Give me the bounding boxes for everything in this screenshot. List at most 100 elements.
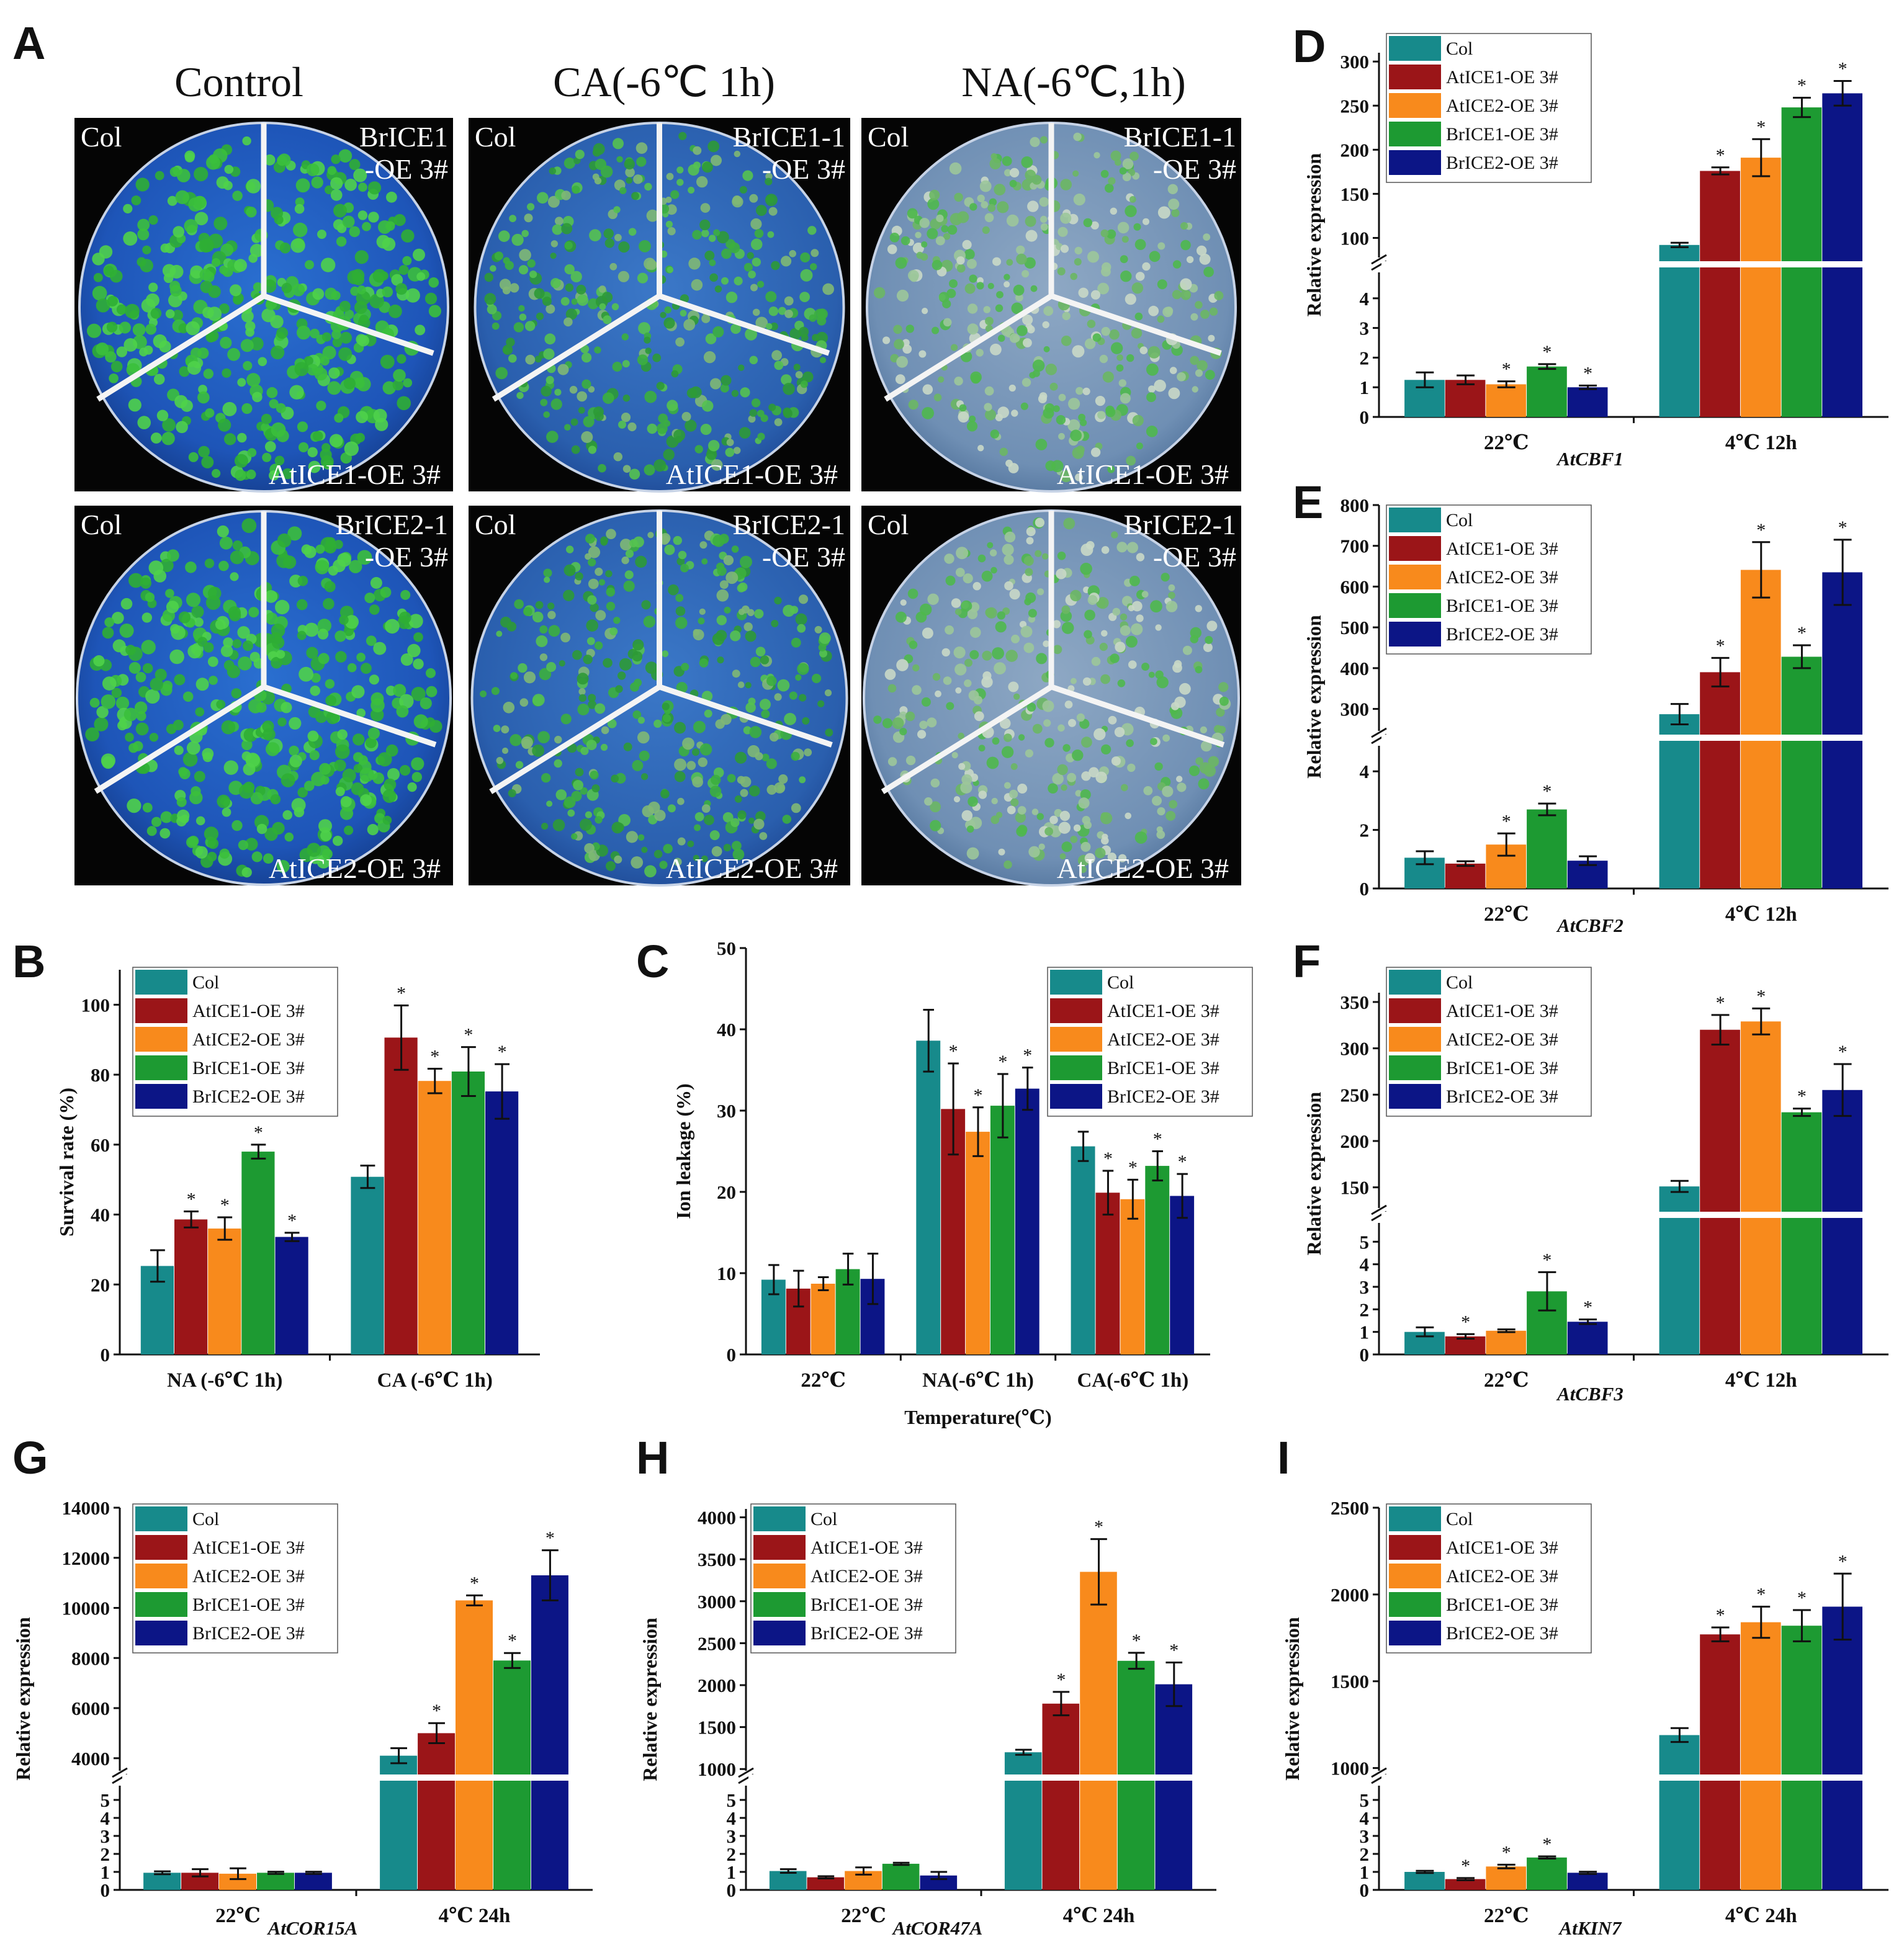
seedling-mark bbox=[705, 333, 717, 344]
seedling-mark bbox=[335, 744, 350, 759]
seedling-mark bbox=[325, 287, 337, 300]
seedling-mark bbox=[1070, 678, 1077, 684]
seedling-mark bbox=[510, 283, 519, 293]
legend-label: Col bbox=[1446, 1509, 1473, 1529]
seedling-mark bbox=[87, 323, 102, 338]
seedling-mark bbox=[400, 653, 413, 666]
seedling-mark bbox=[270, 794, 281, 805]
seedling-mark bbox=[1070, 429, 1082, 442]
seedling-mark bbox=[550, 398, 562, 410]
seedling-mark bbox=[279, 242, 291, 254]
seedling-mark bbox=[116, 304, 127, 315]
seedling-mark bbox=[894, 339, 904, 350]
seedling-mark bbox=[987, 204, 996, 212]
seedling-mark bbox=[555, 789, 567, 800]
seedling-mark bbox=[1006, 259, 1013, 266]
seedling-mark bbox=[896, 356, 908, 368]
seedling-mark bbox=[818, 643, 827, 651]
seedling-mark bbox=[749, 726, 762, 738]
legend-swatch bbox=[135, 1621, 187, 1645]
seedling-mark bbox=[1121, 236, 1129, 243]
seedling-mark bbox=[576, 284, 586, 295]
seedling-mark bbox=[663, 449, 675, 460]
seedling-mark bbox=[1205, 636, 1213, 644]
seedling-mark bbox=[131, 195, 141, 205]
y-tick-label: 1 bbox=[101, 1861, 110, 1883]
seedling-mark bbox=[1136, 553, 1145, 562]
legend-label: Col bbox=[1107, 972, 1134, 993]
seedling-mark bbox=[578, 694, 586, 702]
seedling-mark bbox=[956, 264, 966, 273]
seedling-mark bbox=[362, 222, 371, 231]
seedling-mark bbox=[761, 753, 770, 762]
bar bbox=[811, 1284, 835, 1354]
seedling-mark bbox=[1152, 795, 1162, 806]
seedling-mark bbox=[213, 217, 228, 231]
seedling-mark bbox=[621, 413, 631, 423]
seedling-mark bbox=[966, 259, 977, 269]
seedling-mark bbox=[245, 838, 258, 851]
bar bbox=[1740, 158, 1781, 417]
seedling-mark bbox=[1164, 307, 1174, 315]
seedling-mark bbox=[951, 598, 961, 608]
seedling-mark bbox=[1150, 600, 1162, 613]
seedling-mark bbox=[89, 697, 100, 708]
seedling-mark bbox=[385, 744, 398, 757]
seedling-mark bbox=[541, 823, 549, 830]
y-tick-label: 250 bbox=[1340, 1084, 1370, 1106]
seedling-mark bbox=[795, 371, 803, 378]
seedling-mark bbox=[631, 192, 639, 200]
seedling-mark bbox=[688, 257, 701, 270]
seedling-mark bbox=[1058, 821, 1071, 834]
seedling-mark bbox=[630, 682, 640, 692]
seedling-mark bbox=[707, 140, 720, 153]
seedling-mark bbox=[732, 848, 745, 861]
seedling-mark bbox=[571, 445, 580, 454]
seedling-mark bbox=[644, 464, 655, 476]
seedling-mark bbox=[1011, 409, 1018, 417]
seedling-mark bbox=[204, 826, 218, 841]
y-tick-label: 40 bbox=[91, 1204, 110, 1226]
seedling-mark bbox=[927, 593, 939, 605]
significance-star: * bbox=[1542, 1834, 1551, 1855]
seedling-mark bbox=[738, 364, 745, 371]
seedling-mark bbox=[631, 856, 644, 869]
seedling-mark bbox=[789, 250, 796, 257]
seedling-mark bbox=[230, 550, 244, 565]
seedling-mark bbox=[532, 611, 544, 623]
seedling-mark bbox=[704, 250, 715, 261]
seedling-mark bbox=[966, 421, 978, 432]
seedling-mark bbox=[321, 257, 336, 272]
seedling-mark bbox=[197, 347, 209, 359]
seedling-mark bbox=[638, 322, 650, 334]
seedling-mark bbox=[318, 653, 330, 665]
seedling-mark bbox=[1059, 853, 1066, 860]
legend-swatch bbox=[1389, 93, 1441, 118]
seedling-mark bbox=[996, 291, 1004, 298]
seedling-mark bbox=[799, 694, 807, 702]
legend-label: AtICE1-OE 3# bbox=[1107, 1001, 1219, 1021]
seedling-mark bbox=[915, 231, 922, 238]
seedling-mark bbox=[635, 555, 647, 568]
seedling-mark bbox=[572, 186, 580, 194]
seedling-mark bbox=[293, 222, 308, 238]
seedling-mark bbox=[598, 285, 606, 293]
seedling-mark bbox=[274, 455, 285, 466]
plate-label-top-right-line2: -OE 3# bbox=[1153, 153, 1236, 185]
seedling-mark bbox=[1061, 784, 1067, 791]
seedling-mark bbox=[509, 215, 516, 223]
axis-break-band bbox=[1381, 1212, 1876, 1218]
seedling-mark bbox=[1058, 724, 1065, 732]
seedling-mark bbox=[1099, 354, 1108, 364]
seedling-mark bbox=[241, 867, 252, 878]
axis-break-mark bbox=[738, 1767, 754, 1778]
y-tick-label: 5 bbox=[1360, 1231, 1370, 1253]
seedling-mark bbox=[734, 276, 743, 285]
seedling-mark bbox=[518, 663, 528, 673]
seedling-mark bbox=[238, 839, 248, 851]
seedling-mark bbox=[219, 848, 230, 859]
seedling-mark bbox=[882, 336, 891, 344]
seedling-mark bbox=[652, 353, 662, 362]
seedling-mark bbox=[716, 589, 729, 602]
